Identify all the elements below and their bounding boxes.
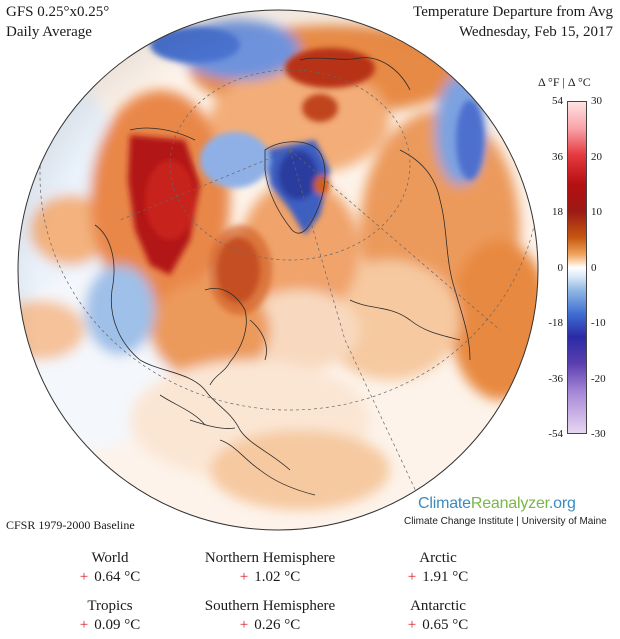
stat-sign: + — [79, 569, 89, 585]
stat-sign: + — [79, 617, 89, 633]
stat-value: 0.65 °C — [422, 617, 469, 633]
color-scale-bar — [567, 101, 587, 434]
stat-world: World +0.64 °C — [20, 549, 200, 587]
stat-name: World — [91, 550, 129, 566]
stat-name: Northern Hemisphere — [204, 550, 336, 566]
stat-arctic: Arctic +1.91 °C — [348, 549, 528, 587]
header-left: GFS 0.25°x0.25° Daily Average — [6, 2, 109, 42]
period-label: Daily Average — [6, 24, 92, 40]
scale-tick-celsius: 10 — [591, 206, 602, 218]
model-label: GFS 0.25°x0.25° — [6, 4, 110, 20]
stat-name: Tropics — [87, 598, 133, 614]
stat-name: Southern Hemisphere — [204, 598, 336, 614]
stat-value: 1.02 °C — [254, 569, 301, 585]
stat-southern-hemisphere: Southern Hemisphere +0.26 °C — [180, 597, 360, 635]
brand-part-climate: Climate — [418, 495, 471, 512]
map-date: Wednesday, Feb 15, 2017 — [458, 24, 613, 40]
scale-tick-fahrenheit: 36 — [552, 150, 563, 163]
stat-value: 0.09 °C — [94, 617, 141, 633]
scale-tick-celsius: 0 — [591, 261, 597, 274]
stat-value: 0.26 °C — [254, 617, 301, 633]
scale-tick-fahrenheit: -36 — [548, 372, 563, 385]
stat-name: Antarctic — [410, 598, 466, 614]
scale-tick-fahrenheit: -54 — [548, 428, 563, 440]
stat-antarctic: Antarctic +0.65 °C — [348, 597, 528, 635]
scale-tick-fahrenheit: 54 — [552, 95, 563, 107]
stat-sign: + — [239, 617, 249, 633]
brand-part-org: .org — [548, 495, 576, 512]
brand-part-reanalyzer: Reanalyzer — [470, 495, 549, 512]
scale-tick-fahrenheit: -18 — [548, 317, 563, 329]
brand-logo[interactable]: ClimateReanalyzer.org — [418, 495, 576, 513]
scale-tick-fahrenheit: 0 — [557, 261, 564, 274]
stat-tropics: Tropics +0.09 °C — [20, 597, 200, 635]
stat-sign: + — [407, 569, 417, 585]
scale-tick-celsius: -30 — [591, 428, 606, 440]
brand-subtitle: Climate Change Institute | University of… — [404, 516, 607, 527]
scale-tick-celsius: 20 — [591, 150, 602, 163]
baseline-label: CFSR 1979-2000 Baseline — [6, 518, 135, 532]
stat-sign: + — [239, 569, 249, 585]
map-title: Temperature Departure from Avg — [413, 4, 613, 20]
stat-sign: + — [407, 617, 417, 633]
stat-northern-hemisphere: Northern Hemisphere +1.02 °C — [180, 549, 360, 587]
globe-outline — [17, 9, 539, 531]
scale-tick-celsius: 30 — [591, 95, 602, 107]
scale-tick-fahrenheit: 18 — [552, 206, 563, 218]
stat-name: Arctic — [419, 550, 457, 566]
stat-value: 1.91 °C — [422, 569, 469, 585]
stat-value: 0.64 °C — [94, 569, 141, 585]
scale-units: Δ °F | Δ °C — [538, 75, 591, 89]
header-right: Temperature Departure from Avg Wednesday… — [413, 2, 613, 42]
scale-tick-celsius: -20 — [591, 372, 606, 385]
scale-tick-celsius: -10 — [591, 317, 606, 329]
